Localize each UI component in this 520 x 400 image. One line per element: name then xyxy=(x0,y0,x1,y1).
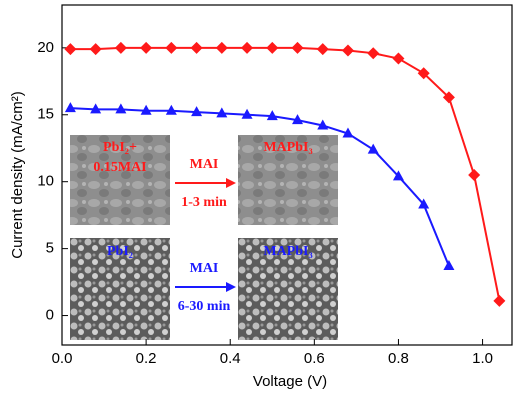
marker xyxy=(140,104,152,115)
x-axis-label: Voltage (V) xyxy=(253,373,327,390)
marker xyxy=(292,114,304,125)
marker xyxy=(342,127,354,138)
arrow-head xyxy=(226,178,236,188)
sem-image xyxy=(70,135,170,225)
inset-label: PbI₂+ xyxy=(103,140,137,155)
marker xyxy=(241,41,254,54)
marker xyxy=(392,52,405,65)
inset-label: MAPbI₃ xyxy=(263,244,312,259)
arrow-label: MAI xyxy=(190,157,219,172)
plot xyxy=(64,41,506,307)
arrow-label: MAI xyxy=(190,261,219,276)
marker xyxy=(191,106,203,117)
series-line xyxy=(70,107,450,267)
marker xyxy=(89,43,102,56)
inset-label: MAPbI₃ xyxy=(263,140,312,155)
marker xyxy=(392,170,404,181)
marker xyxy=(241,108,253,119)
marker xyxy=(468,169,481,181)
x-tick-label: 0.4 xyxy=(220,350,241,367)
marker xyxy=(367,143,379,154)
marker xyxy=(417,67,430,80)
insets xyxy=(70,135,338,340)
x-tick-label: 0.6 xyxy=(304,350,325,367)
marker xyxy=(316,43,329,56)
x-tick-label: 0.8 xyxy=(388,350,409,367)
arrow-head xyxy=(226,282,236,292)
y-tick-label: 5 xyxy=(46,240,54,257)
marker xyxy=(418,198,430,209)
marker xyxy=(216,107,228,118)
marker xyxy=(291,41,304,54)
marker xyxy=(165,41,178,54)
sem-image xyxy=(238,135,338,225)
arrow-sublabel: 1-3 min xyxy=(181,195,227,210)
marker xyxy=(165,104,177,115)
inset-label: 0.15MAI xyxy=(93,160,146,175)
sem-image xyxy=(238,238,338,340)
marker xyxy=(64,102,76,113)
x-tick-label: 0.2 xyxy=(136,350,157,367)
marker xyxy=(367,47,380,60)
y-tick-label: 10 xyxy=(37,173,54,190)
marker xyxy=(266,41,279,54)
marker xyxy=(190,41,203,54)
inset-label: PbI₂ xyxy=(107,244,133,259)
arrow-sublabel: 6-30 min xyxy=(178,299,231,314)
plot-frame xyxy=(61,4,513,346)
y-axis-label: Current density (mA/cm²) xyxy=(9,91,26,259)
marker xyxy=(115,103,127,114)
marker xyxy=(64,43,77,56)
marker xyxy=(114,41,127,54)
marker xyxy=(442,91,455,104)
x-tick-label: 1.0 xyxy=(472,350,493,367)
marker xyxy=(266,110,278,121)
marker xyxy=(443,260,455,271)
marker xyxy=(140,41,153,54)
marker xyxy=(493,294,506,307)
sem-image xyxy=(70,238,170,340)
x-tick-label: 0.0 xyxy=(52,350,73,367)
marker xyxy=(215,41,228,54)
marker xyxy=(90,103,102,114)
marker xyxy=(317,119,329,130)
y-tick-label: 0 xyxy=(46,307,54,324)
y-tick-label: 15 xyxy=(37,106,54,123)
marker xyxy=(341,44,354,57)
y-tick-label: 20 xyxy=(37,39,54,56)
